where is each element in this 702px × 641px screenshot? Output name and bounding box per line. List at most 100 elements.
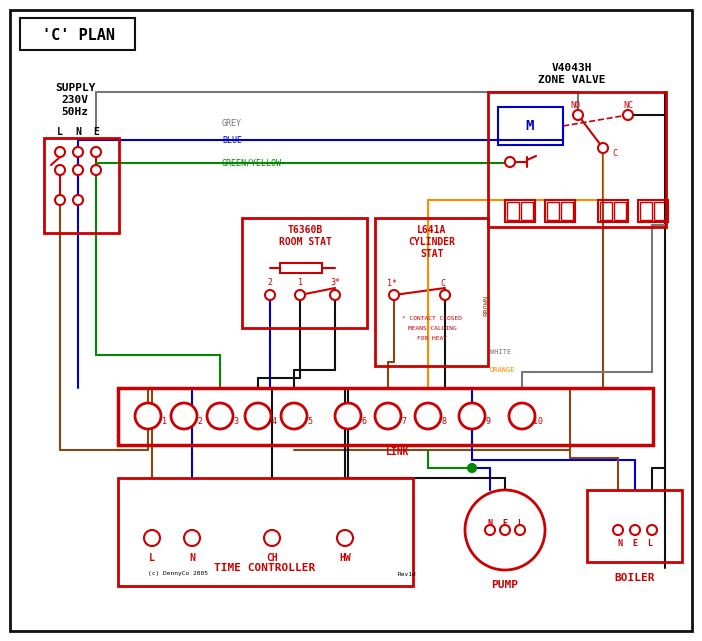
Circle shape [264,530,280,546]
Circle shape [515,525,525,535]
Bar [547,202,559,220]
Circle shape [389,290,399,300]
Bar [242,218,367,328]
Text: N  E  L: N E L [618,540,652,549]
Circle shape [440,290,450,300]
Text: 9: 9 [486,417,491,426]
Text: 2: 2 [197,417,202,426]
Text: 5: 5 [307,417,312,426]
Circle shape [144,530,160,546]
Text: 4: 4 [272,417,277,426]
Text: BLUE: BLUE [222,135,242,144]
Text: 'C' PLAN: 'C' PLAN [41,28,114,42]
Text: 7: 7 [402,417,406,426]
Circle shape [265,290,275,300]
Text: GREEN/YELLOW: GREEN/YELLOW [222,158,282,167]
Circle shape [509,403,535,429]
Text: Rev1d: Rev1d [398,572,417,576]
Circle shape [171,403,197,429]
Text: L: L [57,127,63,137]
Text: 230V: 230V [62,95,88,105]
Circle shape [135,403,161,429]
Text: 1*: 1* [387,278,397,288]
Circle shape [505,157,515,167]
Text: 6: 6 [362,417,366,426]
Text: V4043H: V4043H [552,63,592,73]
Bar [118,478,413,586]
Circle shape [73,147,83,157]
Circle shape [459,403,485,429]
Bar [20,18,135,50]
Circle shape [55,147,65,157]
Circle shape [613,525,623,535]
Bar [118,388,653,445]
Text: 1: 1 [161,417,166,426]
Circle shape [335,403,361,429]
Circle shape [207,403,233,429]
Text: 50Hz: 50Hz [62,107,88,117]
Text: L: L [149,553,155,563]
Circle shape [485,525,495,535]
Circle shape [337,530,353,546]
Bar [600,202,612,220]
Circle shape [245,403,271,429]
Bar [638,200,668,222]
Text: T6360B: T6360B [287,225,323,235]
Text: HW: HW [339,553,351,563]
Text: 8: 8 [442,417,446,426]
Circle shape [468,464,476,472]
Text: PUMP: PUMP [491,580,519,590]
Circle shape [91,165,101,175]
Circle shape [55,195,65,205]
Bar [505,200,535,222]
Circle shape [573,110,583,120]
Circle shape [647,525,657,535]
Bar [614,202,626,220]
Text: BOILER: BOILER [615,573,655,583]
Text: (c) DennyCo 2005: (c) DennyCo 2005 [148,572,208,576]
Text: N  E  L: N E L [487,519,522,528]
Text: 3*: 3* [330,278,340,287]
Circle shape [295,290,305,300]
Text: E: E [93,127,99,137]
Text: 10: 10 [533,417,543,426]
Circle shape [465,490,545,570]
Bar [598,200,628,222]
Text: TIME CONTROLLER: TIME CONTROLLER [214,563,316,573]
Text: C: C [613,149,618,158]
Text: BROWN: BROWN [483,294,489,315]
Circle shape [73,165,83,175]
Bar [561,202,573,220]
Text: 2: 2 [267,278,272,287]
Circle shape [500,525,510,535]
Text: SUPPLY: SUPPLY [55,83,95,93]
Text: CH: CH [266,553,278,563]
Text: NO: NO [570,101,580,110]
Bar [654,202,666,220]
Bar [640,202,652,220]
Text: N: N [189,553,195,563]
Circle shape [73,195,83,205]
Text: * CONTACT CLOSED: * CONTACT CLOSED [402,315,462,320]
Bar [375,218,488,366]
Circle shape [623,110,633,120]
Text: ORANGE: ORANGE [490,367,515,373]
Bar [545,200,575,222]
Text: CYLINDER: CYLINDER [409,237,456,247]
Circle shape [375,403,401,429]
Circle shape [55,165,65,175]
Text: FOR HEAT: FOR HEAT [417,335,447,340]
Circle shape [598,143,608,153]
Text: M: M [526,119,534,133]
Text: L641A: L641A [417,225,446,235]
Text: STAT: STAT [420,249,444,259]
Bar [44,138,119,233]
Text: GREY: GREY [222,119,242,128]
Text: N: N [75,127,81,137]
Bar [280,263,322,273]
Text: LINK: LINK [386,447,410,457]
Text: NC: NC [623,101,633,110]
Bar [488,92,666,227]
Circle shape [91,147,101,157]
Text: 3: 3 [234,417,239,426]
